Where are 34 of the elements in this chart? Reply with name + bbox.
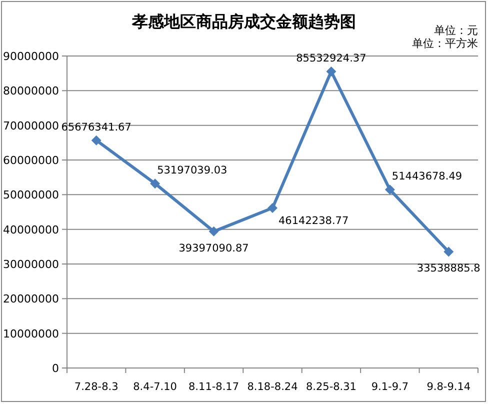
y-tick-label: 10000000 — [3, 327, 59, 340]
x-tick-label: 8.4-7.10 — [133, 381, 178, 393]
point — [150, 178, 160, 189]
point — [384, 184, 395, 195]
x-tick-label: 9.8-9.14 — [426, 381, 471, 393]
point — [326, 66, 336, 76]
x-tick-label: 9.1-9.7 — [371, 381, 409, 393]
y-tick-label: 90000000 — [3, 50, 59, 63]
y-tick-label: 20000000 — [3, 292, 59, 306]
point — [268, 203, 278, 214]
y-tick-label: 80000000 — [3, 84, 59, 98]
text: 单位：平方米 — [412, 37, 478, 50]
point — [91, 135, 102, 146]
y-tick-label: 40000000 — [3, 223, 59, 236]
x-tick-label: 7.28-8.3 — [74, 381, 118, 393]
y-tick-label: 30000000 — [3, 258, 59, 271]
data-label: 46142238.77 — [278, 215, 349, 228]
point — [208, 226, 219, 236]
x-tick-label: 8.25-8.31 — [306, 381, 356, 393]
x-tick-label: 8.18-8.24 — [247, 381, 298, 393]
data-label: 65676341.67 — [61, 121, 132, 134]
point — [444, 246, 454, 257]
y-tick-label: 70000000 — [3, 119, 59, 132]
y-tick-label: 60000000 — [3, 154, 59, 167]
data-label: 39397090.87 — [178, 242, 249, 254]
y-tick-label: 0 — [52, 362, 59, 375]
data-label: 33538885.8 — [416, 262, 480, 275]
data-label: 53197039.03 — [157, 164, 228, 177]
data-label: 51443678.49 — [392, 170, 462, 183]
data-label: 85532924.37 — [296, 52, 366, 64]
y-tick-label: 50000000 — [3, 188, 59, 202]
chart-title: 孝感地区商品房成交金额趋势图 — [131, 12, 356, 31]
text: 单位：元 — [434, 24, 478, 37]
x-tick-label: 8.11-8.17 — [188, 381, 240, 393]
